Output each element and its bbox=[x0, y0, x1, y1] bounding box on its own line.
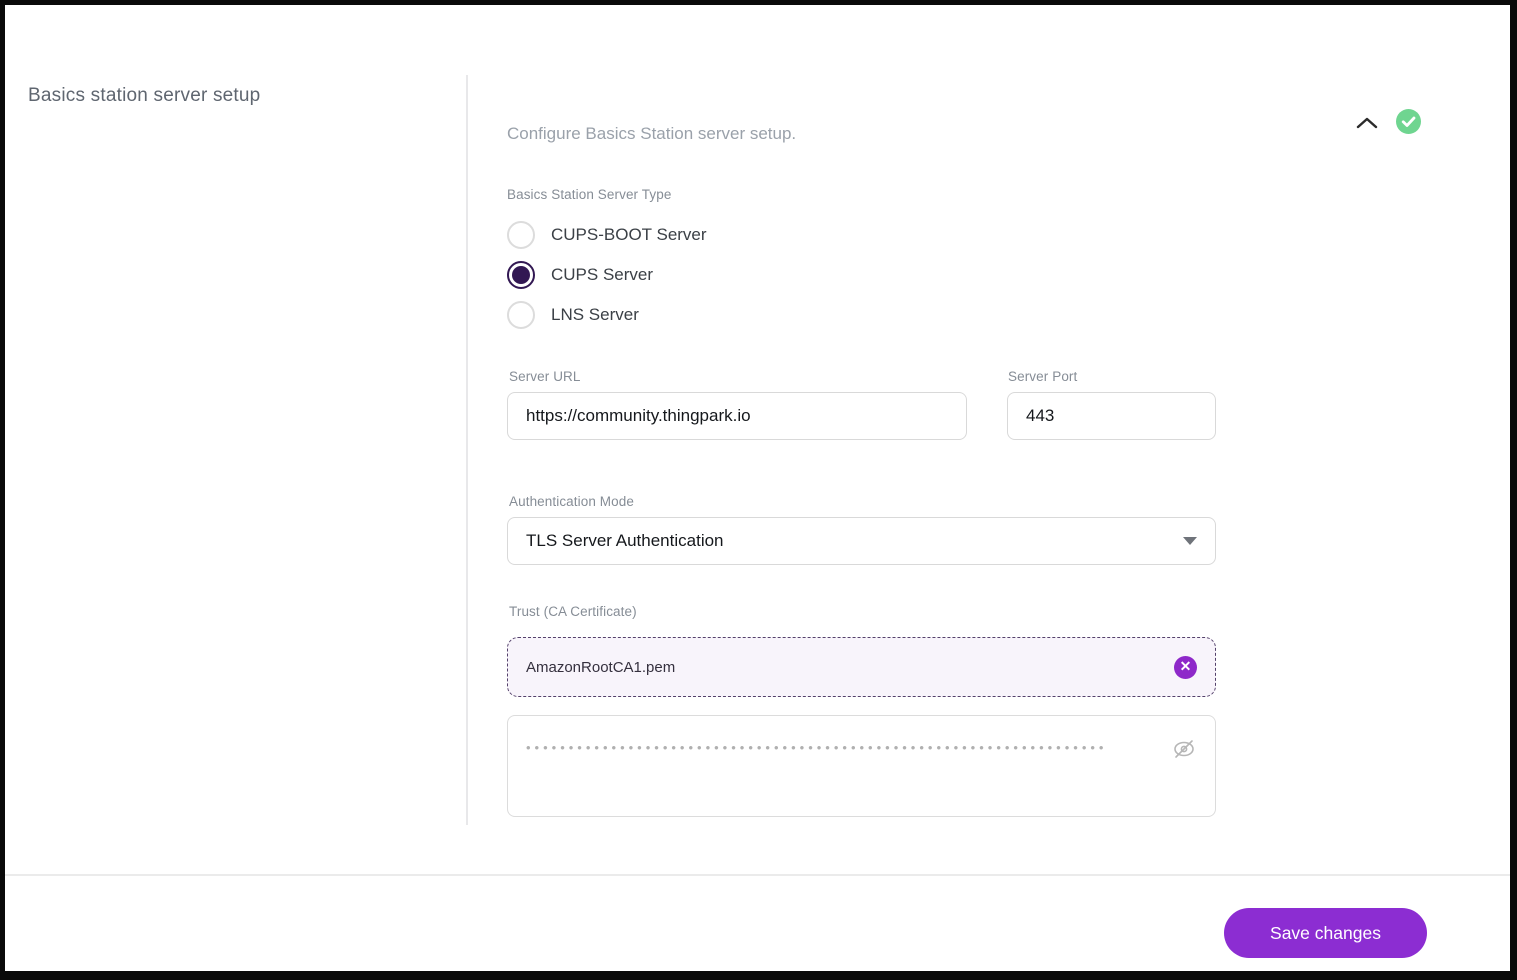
masked-key-value: ••••••••••••••••••••••••••••••••••••••••… bbox=[526, 740, 1108, 755]
toggle-visibility-button[interactable] bbox=[1171, 738, 1197, 760]
caret-down-icon bbox=[1183, 537, 1197, 545]
radio-circle-icon bbox=[507, 221, 535, 249]
radio-circle-selected-icon bbox=[507, 261, 535, 289]
radio-label: CUPS Server bbox=[551, 265, 654, 284]
close-x-icon: ✕ bbox=[1179, 658, 1192, 674]
panel-description: Configure Basics Station server setup. bbox=[507, 124, 797, 143]
vertical-divider bbox=[466, 75, 468, 825]
eye-off-icon bbox=[1172, 740, 1196, 763]
radio-lns-server[interactable]: LNS Server bbox=[507, 300, 639, 330]
radio-label: LNS Server bbox=[551, 305, 639, 324]
radio-cups-boot-server[interactable]: CUPS-BOOT Server bbox=[507, 220, 707, 250]
page-title: Basics station server setup bbox=[28, 85, 261, 106]
radio-cups-server[interactable]: CUPS Server bbox=[507, 260, 653, 290]
footer-divider bbox=[5, 874, 1510, 876]
server-type-label: Basics Station Server Type bbox=[507, 187, 672, 202]
settings-page: Basics station server setup Configure Ba… bbox=[5, 5, 1510, 971]
remove-certificate-button[interactable]: ✕ bbox=[1174, 655, 1197, 679]
save-changes-button[interactable]: Save changes bbox=[1224, 908, 1427, 958]
trust-ca-label: Trust (CA Certificate) bbox=[509, 604, 637, 619]
auth-mode-select[interactable]: TLS Server Authentication bbox=[507, 517, 1216, 565]
auth-mode-label: Authentication Mode bbox=[509, 494, 634, 509]
collapse-section-button[interactable] bbox=[1351, 108, 1383, 140]
radio-label: CUPS-BOOT Server bbox=[551, 225, 707, 244]
ca-certificate-chip: AmazonRootCA1.pem ✕ bbox=[507, 637, 1216, 697]
auth-mode-value: TLS Server Authentication bbox=[526, 531, 724, 550]
check-circle-icon bbox=[1396, 109, 1421, 134]
server-port-input[interactable] bbox=[1007, 392, 1216, 440]
chevron-up-icon bbox=[1356, 117, 1378, 132]
ca-certificate-filename: AmazonRootCA1.pem bbox=[526, 658, 676, 676]
server-port-label: Server Port bbox=[1008, 369, 1078, 384]
radio-circle-icon bbox=[507, 301, 535, 329]
server-url-label: Server URL bbox=[509, 369, 581, 384]
private-key-field[interactable]: ••••••••••••••••••••••••••••••••••••••••… bbox=[507, 715, 1216, 817]
server-url-input[interactable] bbox=[507, 392, 967, 440]
